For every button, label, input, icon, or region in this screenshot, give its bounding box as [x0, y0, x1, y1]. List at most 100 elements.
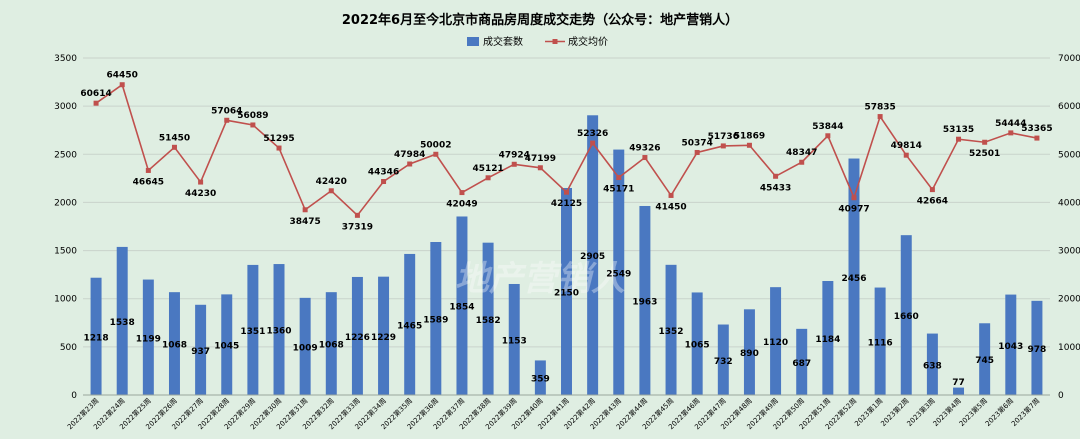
line-point — [302, 207, 308, 213]
bar-value-label: 1465 — [397, 321, 422, 331]
line-point — [224, 117, 230, 123]
line-series — [93, 82, 1040, 218]
watermark-text: 地产营销人 — [455, 259, 625, 299]
bar — [822, 280, 834, 395]
bar — [770, 287, 782, 395]
line-value-label: 50002 — [420, 140, 451, 150]
bar — [116, 246, 128, 395]
y-right-tick-label: 70000 — [1058, 54, 1080, 64]
line-point — [407, 161, 413, 167]
bar — [665, 264, 677, 395]
line-value-label: 52501 — [969, 149, 1000, 159]
bar-value-label: 2150 — [554, 288, 579, 298]
bar-value-label: 1045 — [214, 342, 239, 352]
bar-value-label: 937 — [191, 347, 210, 357]
line-value-label: 52326 — [577, 129, 608, 139]
line-point — [929, 187, 935, 193]
bar — [900, 235, 912, 395]
bar — [90, 277, 102, 395]
line-value-label: 51736 — [708, 132, 739, 142]
line-value-label: 41450 — [655, 202, 686, 212]
x-tick-label: 2023第7周 — [1009, 396, 1041, 428]
line-value-label: 42049 — [446, 200, 477, 210]
y-left-tick-label: 0 — [71, 391, 77, 401]
bar-value-label: 745 — [975, 356, 994, 366]
bar — [273, 264, 285, 395]
bar — [979, 323, 991, 395]
y-left-tick-label: 2500 — [54, 150, 77, 160]
line-value-label: 45121 — [472, 164, 503, 174]
bar — [168, 292, 180, 395]
y-right-tick-label: 40000 — [1058, 198, 1080, 208]
y-left-tick-label: 1500 — [54, 247, 77, 257]
bar — [848, 158, 860, 395]
line-point — [799, 159, 805, 165]
bar-value-label: 1360 — [266, 327, 291, 337]
line-point — [825, 133, 831, 139]
bar-value-label: 1538 — [110, 318, 135, 328]
legend-label-bars: 成交套数 — [483, 35, 523, 48]
bar — [796, 328, 808, 395]
line-point — [720, 143, 726, 149]
line-point — [877, 114, 883, 120]
bar — [743, 309, 755, 395]
line-point — [119, 82, 125, 88]
line-point — [773, 173, 779, 179]
line-point — [956, 136, 962, 142]
bar — [534, 360, 546, 395]
line-value-label: 53365 — [1021, 124, 1052, 134]
bar — [1031, 300, 1043, 395]
line-value-label: 53135 — [943, 125, 974, 135]
line-value-label: 54444 — [995, 119, 1026, 129]
bar — [482, 242, 494, 395]
line-value-label: 37319 — [342, 222, 373, 232]
bar — [247, 264, 259, 395]
legend: 成交套数 成交均价 — [467, 35, 608, 48]
bar-value-label: 1351 — [240, 327, 265, 337]
line-point — [198, 179, 204, 185]
line-value-label: 38475 — [289, 217, 320, 227]
y-right-tick-label: 0 — [1058, 391, 1064, 401]
y-left-tick-label: 3500 — [54, 54, 77, 64]
y-right-tick-label: 20000 — [1058, 295, 1080, 305]
bar — [561, 187, 572, 395]
legend-label-line: 成交均价 — [568, 35, 608, 48]
bar-value-label: 1963 — [632, 297, 657, 307]
bar-value-label: 1660 — [894, 312, 919, 322]
bar-value-label: 1184 — [815, 335, 840, 345]
bar-value-label: 1854 — [449, 303, 474, 313]
line-point — [433, 151, 439, 157]
line-point — [1034, 135, 1040, 141]
bar-value-label: 687 — [792, 359, 811, 369]
bar-value-label: 1068 — [162, 341, 187, 351]
line-point — [642, 155, 648, 161]
line-point — [485, 175, 491, 181]
legend-swatch-marker — [552, 39, 558, 44]
bar-value-label: 77 — [952, 378, 965, 388]
line-point — [381, 179, 387, 185]
bar-value-label: 2549 — [606, 269, 631, 279]
bar-value-label: 1043 — [998, 342, 1023, 352]
bar — [691, 292, 703, 395]
line-value-label: 47984 — [394, 150, 425, 160]
bar-value-label: 2456 — [841, 274, 866, 284]
bar — [639, 205, 651, 395]
line-point — [564, 189, 569, 195]
watermark: 地产营销人 — [455, 259, 625, 299]
line-value-label: 44346 — [368, 168, 399, 178]
y-right-tick-label: 30000 — [1058, 247, 1080, 257]
line-value-label: 51450 — [159, 133, 190, 143]
line-value-label: 42420 — [316, 177, 347, 187]
chart-title: 2022年6月至今北京市商品房周度成交走势（公众号：地产营销人） — [342, 12, 738, 28]
bar-value-label: 1199 — [136, 334, 161, 344]
line-point — [171, 144, 177, 150]
legend-swatch-bars — [467, 37, 479, 46]
line-value-label: 42664 — [917, 197, 948, 207]
bar — [430, 242, 442, 395]
line-point — [93, 100, 99, 106]
line-point — [851, 195, 857, 201]
line-point — [590, 140, 596, 146]
bar — [299, 297, 311, 395]
bar — [142, 279, 154, 395]
bar — [926, 333, 938, 395]
